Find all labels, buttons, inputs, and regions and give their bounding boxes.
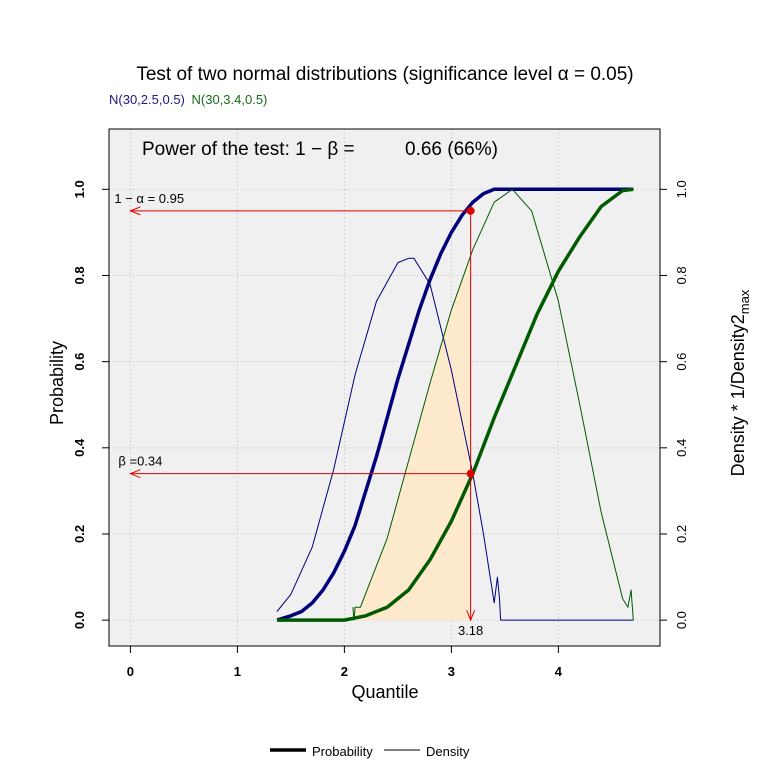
y-tick-label-left: 0.2 — [72, 525, 87, 543]
chart-subtitle: N(30,2.5,0.5) N(30,3.4,0.5) — [109, 92, 267, 107]
y-tick-label-left: 0.6 — [72, 353, 87, 371]
y-axis-right-label: Density * 1/Density2max — [728, 289, 752, 476]
y-tick-label-left: 0.0 — [72, 611, 87, 629]
y-tick-label-right: 0.2 — [674, 525, 689, 543]
beta-label: β =0.34 — [118, 454, 162, 469]
series-n2-density-line — [352, 188, 634, 621]
y-tick-label-right: 0.0 — [674, 611, 689, 629]
legend: Probability Density — [270, 744, 470, 759]
beta-shaded-region — [352, 255, 471, 621]
power-value: 0.66 (66%) — [405, 139, 498, 160]
beta-point — [466, 469, 475, 478]
y-tick-label-left: 0.8 — [72, 266, 87, 284]
y-tick-label-right: 0.8 — [674, 266, 689, 284]
plot-frame — [108, 128, 661, 647]
legend-density-label: Density — [426, 744, 470, 759]
y-tick-label-right: 0.6 — [674, 353, 689, 371]
x-tick-label: 4 — [555, 664, 563, 679]
y-tick-label-left: 0.4 — [72, 438, 87, 457]
x-tick-label: 2 — [341, 664, 348, 679]
critical-value-arrow-head — [466, 609, 476, 622]
series-n1-density-line — [276, 257, 634, 621]
subtitle-series-2: N(30,3.4,0.5) — [192, 92, 268, 107]
y-tick-label-left: 1.0 — [72, 180, 87, 198]
y-tick-label-right: 1.0 — [674, 180, 689, 198]
critical-value-label: 3.18 — [458, 623, 483, 638]
series-n2-cdf-line — [277, 187, 634, 622]
alpha-point — [466, 206, 475, 215]
beta-arrow-head — [129, 469, 141, 479]
chart-title: Test of two normal distributions (signif… — [136, 64, 633, 85]
alpha-arrow-head — [129, 206, 141, 216]
alpha-label: 1 − α = 0.95 — [114, 191, 184, 206]
power-label: Power of the test: 1 − β = — [142, 139, 355, 160]
series-n1-cdf-line — [276, 187, 634, 622]
y-tick-label-right: 0.4 — [674, 439, 689, 457]
x-tick-label: 0 — [127, 664, 134, 679]
legend-probability-label: Probability — [312, 744, 373, 759]
y-axis-label: Probability — [47, 341, 67, 425]
x-tick-label: 3 — [448, 664, 455, 679]
x-tick-label: 1 — [234, 664, 241, 679]
subtitle-series-1: N(30,2.5,0.5) — [109, 92, 185, 107]
x-axis-label: Quantile — [351, 682, 418, 702]
